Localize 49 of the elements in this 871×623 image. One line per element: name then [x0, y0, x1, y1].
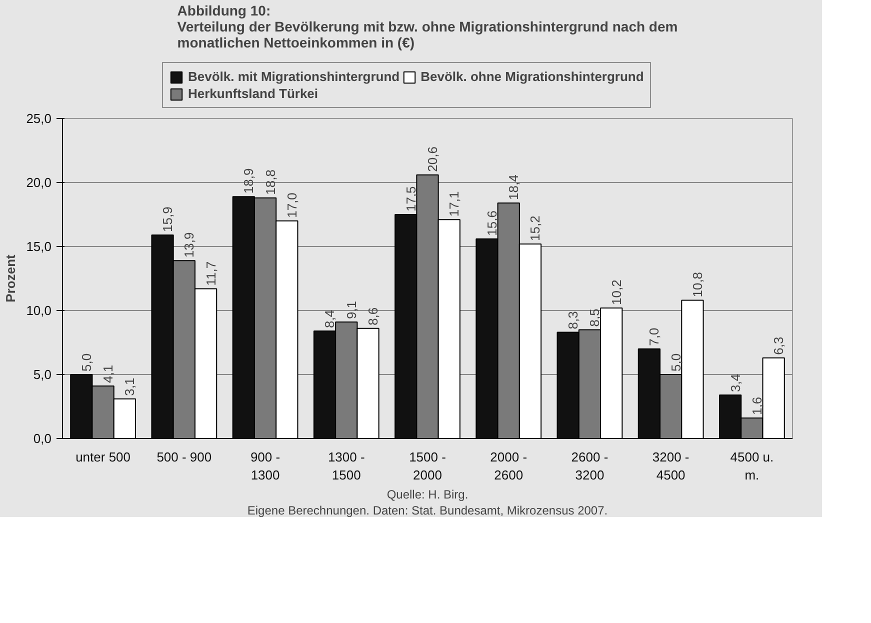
data-label: 9,1	[344, 300, 359, 320]
data-label: 15,9	[160, 206, 176, 232]
text: Eigene Berechnungen. Daten: Stat. Bundesamt, Mikrozensus 2007.	[247, 504, 608, 518]
data-label: 17,1	[446, 191, 462, 217]
legend-label: Bevölk. mit Migrationshintergrund	[188, 69, 400, 84]
data-label: 17,5	[403, 186, 418, 212]
y-tick-label: 5,0	[33, 367, 52, 382]
data-label: 5,0	[668, 353, 684, 372]
x-tick-label: 1300 - 1500	[328, 450, 365, 482]
data-label: 15,2	[528, 216, 543, 241]
y-axis-title: Prozent	[3, 254, 18, 302]
data-label: 5,0	[78, 353, 94, 372]
x-tick-label: 4500 u. m.	[730, 450, 774, 482]
source-note: Quelle: H. Birg.	[386, 488, 468, 502]
data-label: 8,3	[566, 311, 581, 330]
data-label: 1,6	[749, 396, 764, 416]
x-tick-label: 1500 - 2000	[409, 450, 446, 482]
data-label: 3,1	[122, 378, 138, 396]
data-label: 8,4	[322, 310, 338, 328]
data-label: 4,1	[100, 364, 116, 384]
data-label: 18,4	[506, 174, 522, 200]
data-label: 10,2	[608, 280, 624, 305]
data-label: 18,9	[241, 168, 256, 194]
y-tick-label: 15,0	[26, 239, 52, 254]
data-label: 18,8	[262, 170, 278, 195]
data-label: 11,7	[203, 261, 218, 286]
y-tick-label: 20,0	[26, 175, 52, 190]
data-label: 6,3	[771, 336, 786, 355]
x-tick-label: 2000 - 2600	[490, 450, 528, 482]
data-label: 7,0	[646, 328, 662, 346]
legend-label: Bevölk. ohne Migrationshintergrund	[420, 69, 644, 84]
chart-title: Abbildung 10: Verteilung der Bevölkerung mit bzw. ohne Migrationshintergrund nach dem monatlichen Nettoeinkommen in (€)	[177, 2, 678, 50]
data-label: 20,6	[425, 146, 440, 172]
data-label: 10,8	[690, 272, 705, 298]
data-label: 8,5	[587, 308, 602, 327]
data-label: 8,6	[366, 307, 381, 326]
data-label: 3,4	[728, 374, 743, 392]
x-tick-label: 3200 - 4500	[652, 450, 690, 482]
legend-label: Herkunftsland Türkei	[188, 86, 318, 101]
data-label: 13,9	[182, 232, 197, 258]
x-tick-label: unter 500	[76, 450, 131, 464]
y-tick-label: 10,0	[26, 303, 52, 318]
x-tick-label: 500 - 900	[156, 450, 212, 464]
y-tick-label: 25,0	[26, 111, 52, 126]
x-tick-label: 900 - 1300	[250, 450, 280, 482]
x-tick-label: 2600 - 3200	[571, 450, 608, 482]
data-label: 17,0	[284, 192, 300, 218]
y-tick-label: 0,0	[33, 431, 52, 446]
data-label: 15,6	[484, 210, 500, 236]
